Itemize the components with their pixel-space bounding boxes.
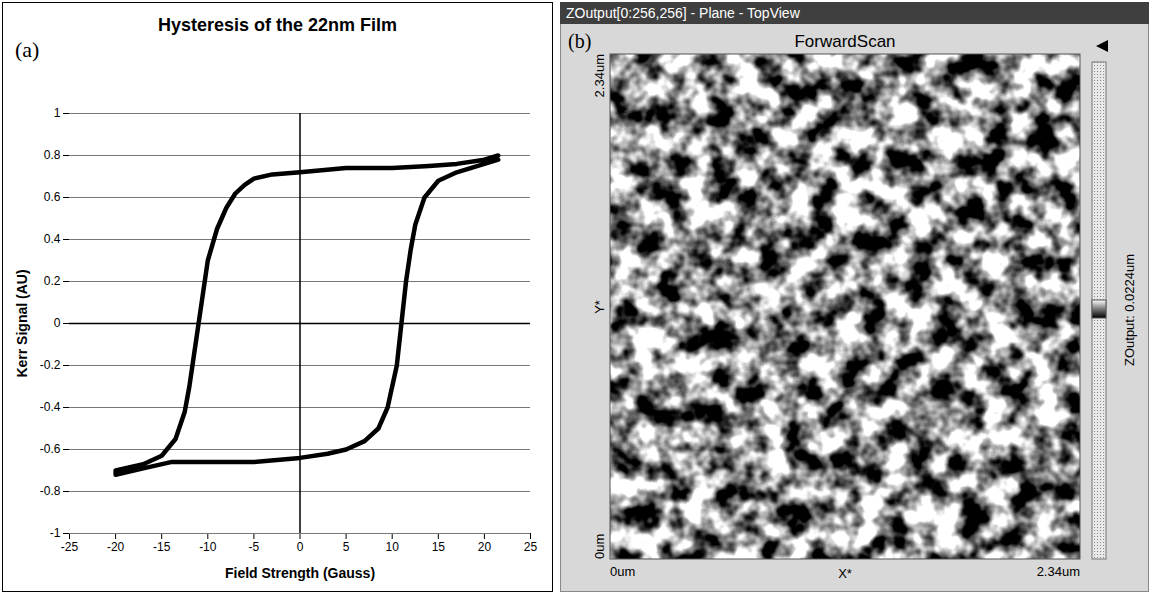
svg-text:-1: -1	[50, 526, 61, 540]
svg-text:ZOutput[0:256,256] - Plane - T: ZOutput[0:256,256] - Plane - TopView	[566, 5, 801, 21]
svg-text:0.4: 0.4	[44, 232, 61, 246]
svg-text:-0.4: -0.4	[40, 400, 61, 414]
svg-text:2.34um: 2.34um	[592, 54, 607, 97]
svg-text:0.8: 0.8	[44, 148, 61, 162]
svg-text:-10: -10	[199, 540, 217, 554]
svg-text:15: 15	[432, 540, 446, 554]
svg-text:-20: -20	[107, 540, 125, 554]
svg-text:ForwardScan: ForwardScan	[794, 32, 895, 51]
html-text:Hysteresis of the 22nm Film: Hysteresis of the 22nm Film	[158, 15, 397, 35]
svg-text:-15: -15	[153, 540, 171, 554]
svg-text:0: 0	[54, 316, 61, 330]
html-text:(a): (a)	[15, 37, 40, 62]
svg-text:-5: -5	[249, 540, 260, 554]
svg-text:-0.2: -0.2	[40, 358, 61, 372]
svg-text:(b): (b)	[568, 30, 591, 53]
svg-text:5: 5	[343, 540, 350, 554]
svg-text:0.2: 0.2	[44, 274, 61, 288]
svg-text:0um: 0um	[592, 534, 607, 559]
svg-text:1: 1	[54, 106, 61, 120]
svg-text:ZOutput: 0.0224um: ZOutput: 0.0224um	[1122, 254, 1137, 366]
svg-text:0um: 0um	[610, 564, 635, 579]
svg-text:10: 10	[386, 540, 400, 554]
svg-text:25: 25	[524, 540, 538, 554]
svg-text:2.34um: 2.34um	[1037, 564, 1080, 579]
svg-text:Field Strength (Gauss): Field Strength (Gauss)	[225, 565, 375, 581]
svg-text:-0.8: -0.8	[40, 484, 61, 498]
svg-text:X*: X*	[838, 566, 852, 581]
svg-text:20: 20	[478, 540, 492, 554]
svg-text:0: 0	[297, 540, 304, 554]
svg-text:-25: -25	[61, 540, 79, 554]
svg-text:-0.6: -0.6	[40, 442, 61, 456]
svg-text:Kerr Signal (AU): Kerr Signal (AU)	[14, 269, 30, 377]
svg-text:0.6: 0.6	[44, 190, 61, 204]
svg-text:Y*: Y*	[592, 300, 607, 314]
